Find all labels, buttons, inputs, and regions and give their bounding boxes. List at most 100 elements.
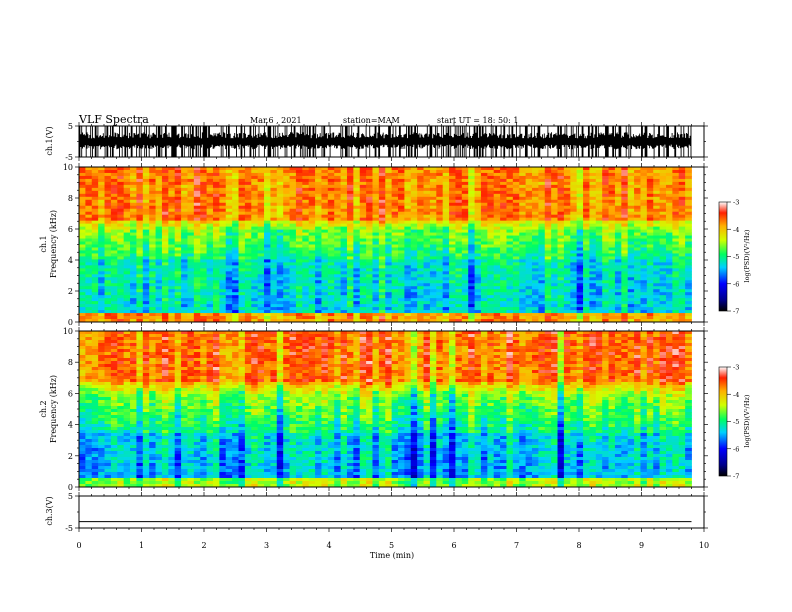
spectrogram-cell	[468, 247, 475, 251]
spectrogram-cell	[449, 217, 456, 222]
spectrogram-cell	[136, 295, 144, 299]
spectrogram-cell	[659, 307, 667, 311]
spectrogram-cell	[308, 235, 316, 239]
spectrogram-cell	[193, 217, 201, 222]
spectrogram-cell	[91, 235, 99, 239]
spectrogram-cell	[251, 253, 259, 257]
spectrogram-cell	[334, 277, 341, 281]
spectrogram-cell	[665, 247, 673, 251]
spectrogram-cell	[563, 190, 571, 195]
spectrogram-cell	[506, 298, 514, 302]
spectrogram-cell	[219, 286, 227, 290]
spectrogram-cell	[264, 295, 271, 299]
spectrogram-cell	[212, 271, 220, 275]
spectrogram-cell	[557, 319, 565, 323]
spectrogram-cell	[257, 247, 265, 251]
spectrogram-cell	[295, 268, 303, 272]
spectrogram-cell	[168, 307, 176, 311]
spectrogram-cell	[117, 232, 125, 236]
spectrogram-cell	[487, 184, 495, 189]
spectrogram-cell	[117, 256, 125, 260]
spectrogram-cell	[174, 193, 182, 198]
spectrogram-cell	[646, 169, 654, 174]
spectrogram-cell	[685, 280, 692, 284]
spectrogram-cell	[436, 265, 444, 269]
spectrogram-cell	[621, 295, 629, 299]
spectrogram-cell	[123, 193, 131, 198]
spectrogram-cell	[621, 208, 629, 213]
spectrogram-cell	[212, 214, 220, 219]
spectrogram-cell	[155, 214, 163, 219]
spectrogram-cell	[551, 310, 558, 314]
spectrogram-cell	[321, 167, 329, 171]
spectrogram-cell	[563, 211, 571, 216]
spectrogram-cell	[372, 238, 380, 242]
spectrogram-cell	[519, 199, 527, 204]
spectrogram-cell	[321, 184, 329, 189]
spectrogram-cell	[142, 250, 150, 254]
spectrogram-cell	[570, 319, 578, 323]
spectrogram-cell	[340, 199, 348, 204]
spectrogram-cell	[308, 229, 316, 233]
spectrogram-cell	[385, 292, 393, 296]
spectrogram-cell	[123, 310, 131, 314]
spectrogram-cell	[289, 226, 297, 230]
spectrogram-cell	[289, 196, 297, 201]
spectrogram-cell	[614, 298, 622, 302]
spectrogram-cell	[672, 226, 680, 230]
spectrogram-cell	[346, 286, 354, 290]
spectrogram-cell	[174, 295, 182, 299]
spectrogram-cell	[455, 229, 463, 233]
spectrogram-cell	[181, 247, 188, 251]
spectrogram-cell	[461, 319, 469, 323]
spectrogram-cell	[583, 244, 590, 248]
spectrogram-cell	[531, 283, 539, 287]
spectrogram-cell	[308, 310, 316, 314]
spectrogram-cell	[417, 202, 424, 207]
spectrogram-cell	[391, 256, 399, 260]
spectrogram-cell	[270, 256, 278, 260]
spectrogram-cell	[276, 259, 284, 263]
spectrogram-cell	[334, 316, 341, 320]
spectrogram-cell	[295, 301, 303, 305]
spectrogram-cell	[340, 190, 348, 195]
spectrogram-cell	[640, 304, 648, 308]
spectrogram-cell	[206, 310, 214, 314]
spectrogram-cell	[614, 271, 622, 275]
spectrogram-cell	[238, 283, 246, 287]
spectrogram-cell	[149, 271, 156, 275]
spectrogram-cell	[442, 172, 450, 177]
spectrogram-cell	[334, 319, 341, 323]
spectrogram-cell	[602, 262, 609, 266]
spectrogram-cell	[359, 172, 367, 177]
spectrogram-cell	[449, 235, 456, 239]
spectrogram-cell	[544, 169, 552, 174]
spectrogram-cell	[474, 274, 482, 278]
spectrogram-cell	[283, 241, 290, 245]
spectrogram-cell	[130, 250, 137, 254]
spectrogram-cell	[653, 274, 660, 278]
spectrogram-cell	[372, 265, 380, 269]
spectrogram-cell	[334, 301, 341, 305]
spectrogram-cell	[653, 169, 660, 174]
spectrogram-cell	[468, 283, 475, 287]
spectrogram-cell	[410, 211, 418, 216]
spectrogram-cell	[557, 235, 565, 239]
spectrogram-cell	[634, 223, 641, 228]
spectrogram-cell	[270, 310, 278, 314]
spectrogram-cell	[174, 268, 182, 272]
spectrogram-cell	[621, 286, 629, 290]
spectrogram-cell	[244, 167, 252, 171]
spectrogram-cell	[270, 211, 278, 216]
spectrogram-cell	[506, 181, 514, 186]
spectrogram-cell	[200, 295, 207, 299]
spectrogram-cell	[168, 181, 176, 186]
spectrogram-cell	[334, 181, 341, 186]
spectrogram-cell	[519, 295, 527, 299]
spectrogram-cell	[500, 196, 507, 201]
spectrogram-cell	[353, 232, 361, 236]
spectrogram-cell	[264, 211, 271, 216]
spectrogram-cell	[570, 298, 578, 302]
spectrogram-cell	[142, 301, 150, 305]
spectrogram-cell	[531, 196, 539, 201]
